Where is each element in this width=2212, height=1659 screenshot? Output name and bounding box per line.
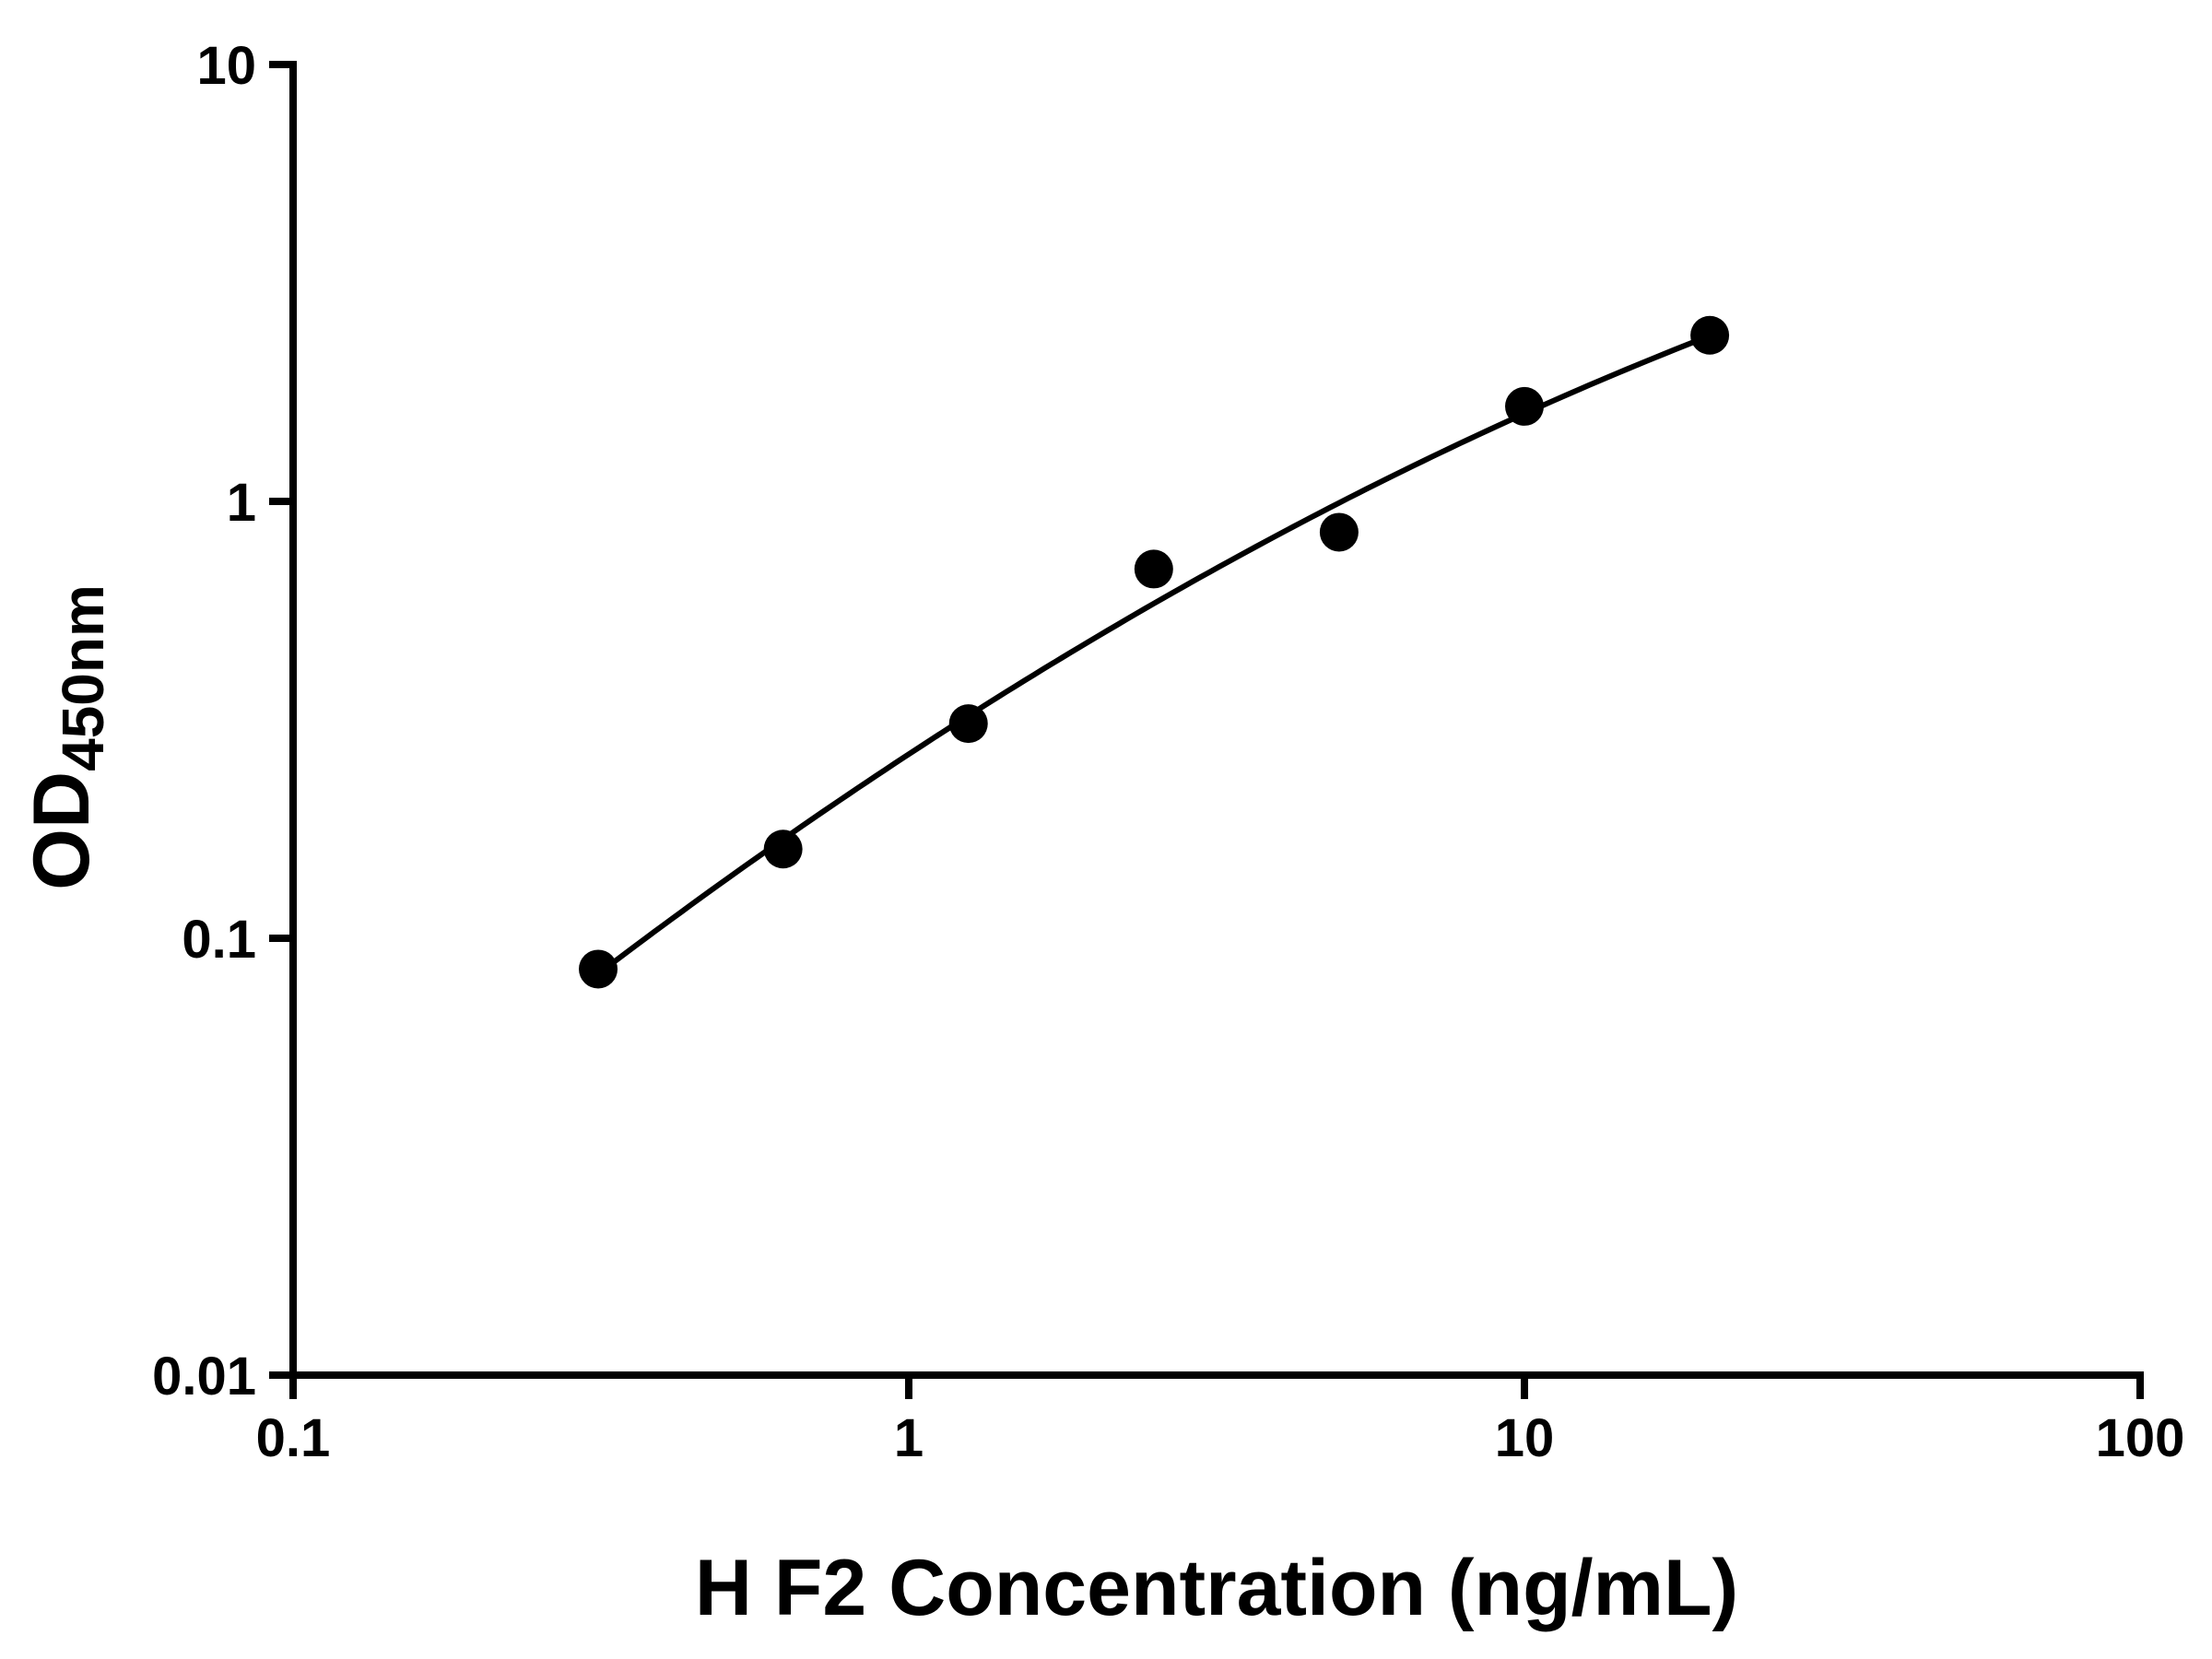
x-axis-title: H F2 Concentration (ng/mL) <box>695 1544 1738 1632</box>
y-axis-title-main: OD <box>18 771 106 890</box>
y-tick-label: 10 <box>196 36 256 96</box>
data-point <box>948 704 988 744</box>
x-tick-label: 0.1 <box>256 1408 331 1468</box>
data-point <box>1134 549 1173 589</box>
x-tick-label: 1 <box>894 1408 924 1468</box>
y-tick-label: 0.1 <box>182 910 256 970</box>
axis-spines <box>289 61 2144 1379</box>
data-point <box>1319 512 1359 552</box>
x-tick-label: 10 <box>1495 1408 1555 1468</box>
data-point <box>1505 386 1544 426</box>
fit-curve <box>595 333 1713 977</box>
x-tick-label: 100 <box>2096 1408 2185 1468</box>
y-tick-label: 1 <box>227 473 256 533</box>
data-point <box>763 830 803 869</box>
data-point <box>579 949 618 989</box>
y-axis-title-subscript: 450nm <box>50 584 116 771</box>
y-tick-label: 0.01 <box>152 1347 256 1406</box>
y-axis-title: OD450nm <box>18 584 116 890</box>
data-point <box>1690 315 1730 355</box>
